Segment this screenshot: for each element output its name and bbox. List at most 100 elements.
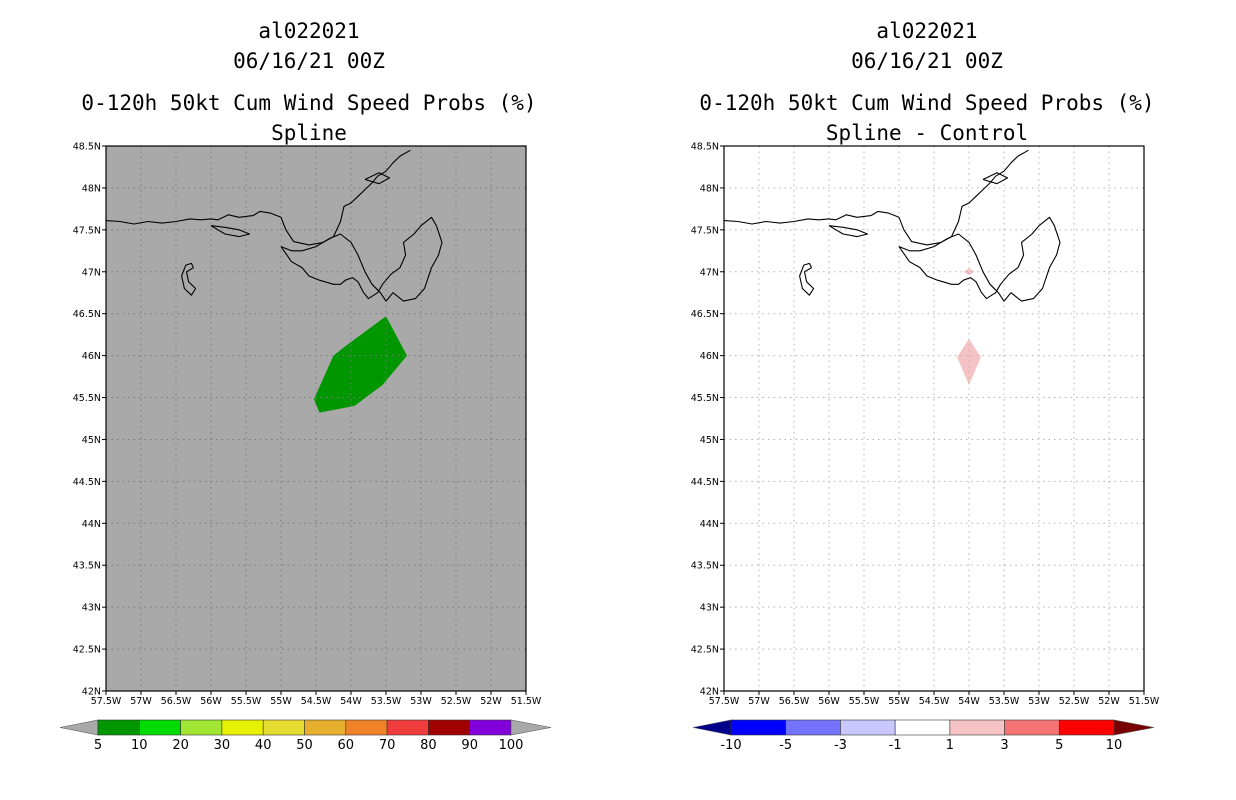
x-tick-label: 51.5W (1129, 696, 1160, 707)
x-tick-label: 53W (1028, 696, 1050, 707)
x-tick-label: 52W (480, 696, 502, 707)
x-tick-label: 52.5W (1059, 696, 1090, 707)
y-tick-label: 44.5N (73, 477, 101, 488)
chart-title-storm: al022021 (876, 19, 977, 43)
coastline-segment (828, 225, 869, 238)
colorbar-under-arrow (59, 719, 99, 736)
colorbar-swatch (1004, 719, 1060, 736)
colorbar: -10 -5 -3 -1 1 3 5 10 (692, 719, 1155, 753)
chart-title-time: 06/16/21 00Z (233, 49, 385, 73)
coastline-segment (181, 262, 197, 296)
x-tick-label: 57.5W (709, 696, 740, 707)
y-tick-label: 42.5N (691, 645, 719, 656)
colorbar-swatch (345, 719, 388, 736)
x-tick-label: 56W (200, 696, 222, 707)
x-tick-label: 57W (130, 696, 152, 707)
y-tick-label: 48N (700, 183, 719, 194)
colorbar-swatch (180, 719, 223, 736)
chart-title-run: Spline - Control (826, 121, 1028, 145)
colorbar: 5 10 20 30 40 50 60 70 80 90 100 (59, 719, 552, 753)
colorbar-label: 90 (461, 738, 478, 753)
colorbar-swatch (949, 719, 1005, 736)
coastline (106, 149, 443, 302)
colorbar-label: 50 (296, 738, 313, 753)
colorbar-swatch (262, 719, 305, 736)
x-tick-label: 55.5W (849, 696, 880, 707)
x-tick-label: 53W (410, 696, 432, 707)
chart-title-time: 06/16/21 00Z (851, 49, 1003, 73)
colorbar-label: 20 (172, 738, 189, 753)
panel-spline: al022021 06/16/21 00Z 0-120h 50kt Cum Wind… (59, 19, 552, 753)
colorbar-label: 60 (338, 738, 355, 753)
colorbar-label: -10 (720, 738, 741, 753)
coastline-segment (982, 172, 1009, 185)
x-tick-label: 52.5W (441, 696, 472, 707)
y-tick-label: 48.5N (691, 142, 719, 153)
y-tick-label: 46.5N (73, 309, 101, 320)
colorbar-label: 100 (499, 738, 524, 753)
y-tick-label: 43.5N (691, 561, 719, 572)
y-tick-label: 47N (82, 267, 101, 278)
colorbar-swatch (386, 719, 429, 736)
colorbar-swatch (840, 719, 896, 736)
chart-title-run: Spline (271, 121, 347, 145)
colorbar-swatch (785, 719, 841, 736)
prob-region-1 (963, 268, 975, 276)
chart-title-storm: al022021 (258, 19, 359, 43)
x-tick-label: 51.5W (511, 696, 542, 707)
colorbar-swatch (139, 719, 181, 736)
prob-region-0 (313, 316, 407, 413)
x-tick-label: 53.5W (371, 696, 402, 707)
x-tick-label: 54.5W (301, 696, 332, 707)
colorbar-label: 5 (94, 738, 102, 753)
x-tick-label: 54W (958, 696, 980, 707)
colorbar-label: 80 (420, 738, 437, 753)
y-tick-label: 45N (700, 435, 719, 446)
colorbar-under-arrow (692, 719, 732, 736)
colorbar-swatch (97, 719, 140, 736)
coastline-segment (799, 262, 815, 296)
y-tick-label: 46.5N (691, 309, 719, 320)
colorbar-label: 3 (1000, 738, 1008, 753)
y-tick-label: 42N (82, 687, 101, 698)
coastline-segment (364, 172, 391, 185)
plot-area (106, 146, 526, 691)
coastline-segment (898, 216, 1061, 302)
y-tick-label: 46N (700, 351, 719, 362)
chart-title-product: 0-120h 50kt Cum Wind Speed Probs (%) (699, 91, 1154, 115)
x-tick-label: 56.5W (161, 696, 192, 707)
y-tick-label: 42.5N (73, 645, 101, 656)
y-tick-label: 46N (82, 351, 101, 362)
x-tick-label: 57W (748, 696, 770, 707)
colorbar-swatch (428, 719, 470, 736)
y-tick-label: 45.5N (691, 393, 719, 404)
chart-title-product: 0-120h 50kt Cum Wind Speed Probs (%) (81, 91, 536, 115)
x-tick-label: 53.5W (989, 696, 1020, 707)
colorbar-over-arrow (510, 719, 552, 736)
colorbar-label: -3 (834, 738, 847, 753)
x-tick-label: 56.5W (779, 696, 810, 707)
colorbar-over-arrow (1113, 719, 1155, 736)
y-tick-label: 45.5N (73, 393, 101, 404)
plot-area (724, 146, 1144, 691)
coastline-segment (280, 216, 443, 302)
x-tick-label: 55W (270, 696, 292, 707)
colorbar-swatch (730, 719, 787, 736)
y-tick-label: 43N (700, 603, 719, 614)
y-tick-label: 48N (82, 183, 101, 194)
x-tick-label: 54.5W (919, 696, 950, 707)
y-tick-label: 44.5N (691, 477, 719, 488)
y-tick-label: 48.5N (73, 142, 101, 153)
colorbar-swatch (1058, 719, 1115, 736)
colorbar-label: 5 (1055, 738, 1063, 753)
y-tick-label: 47.5N (73, 225, 101, 236)
colorbar-label: 70 (379, 738, 396, 753)
colorbar-swatch (304, 719, 347, 736)
colorbar-label: -1 (889, 738, 902, 753)
panel-spline-minus-control: al022021 06/16/21 00Z 0-120h 50kt Cum Wind… (691, 19, 1160, 753)
colorbar-label: -5 (779, 738, 792, 753)
colorbar-label: 1 (946, 738, 954, 753)
colorbar-label: 40 (255, 738, 272, 753)
colorbar-swatch (894, 719, 951, 736)
